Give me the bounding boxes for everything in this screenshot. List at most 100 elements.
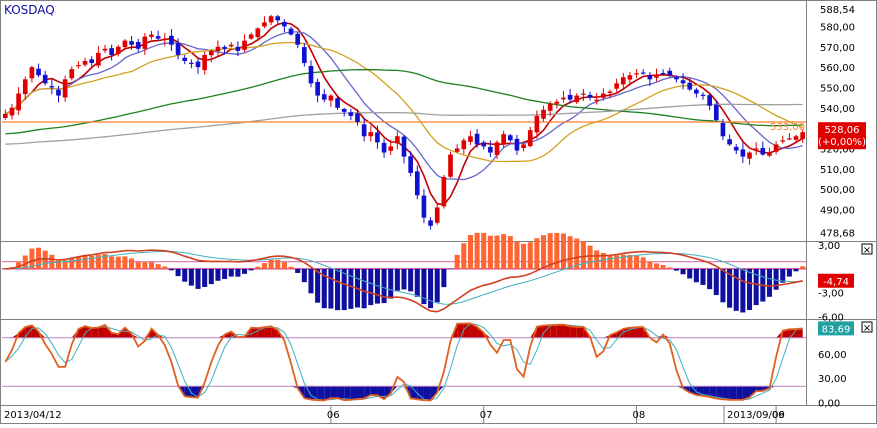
month-label: 06 [327,410,340,421]
candle-body [222,47,227,49]
candle-body [236,47,241,51]
candle-body [422,196,427,218]
candle-body [794,136,799,140]
last-price-change: (+0,00%) [818,137,866,148]
macd-histogram-bar [694,269,699,282]
reference-line-label: 533,00 [770,122,805,133]
candle-body [694,90,699,94]
candle-body [488,147,493,153]
candle-body [448,155,453,177]
macd-histogram-bar [255,267,260,269]
month-label: 08 [633,410,646,421]
candle-body [714,105,719,120]
stoch-tick-label: 30,00 [818,374,847,385]
macd-histogram-bar [514,241,519,269]
candle-body [249,35,254,39]
candle-body [322,94,327,99]
macd-histogram-bar [428,269,433,308]
candle-body [129,41,134,45]
stoch-value-label: 83,69 [822,324,851,335]
candle-body [16,94,21,111]
macd-histogram-bar [641,257,646,269]
candle-body [282,22,287,26]
price-tick-label: 500,00 [820,185,855,196]
macd-histogram-bar [800,266,805,269]
macd-histogram-bar [182,269,187,282]
price-tick-label: 550,00 [820,83,855,94]
stoch-tick-label: 0,00 [818,398,840,409]
macd-histogram-bar [382,269,387,303]
macd-histogram-bar [667,267,672,269]
macd-histogram-bar [627,255,632,269]
stoch-tick-label: 60,00 [818,350,847,361]
candle-body [76,65,81,66]
stoch-oversold-fill [723,386,730,400]
macd-histogram-bar [49,255,54,269]
macd-tick-label: 3,00 [818,241,840,252]
candle-body [741,149,746,156]
macd-histogram-bar [215,269,220,281]
macd-histogram-bar [714,269,719,295]
candle-body [508,135,513,140]
candle-body [721,123,726,136]
candle-body [528,130,533,146]
candle-body [747,153,752,159]
stoch-oversold-fill [311,386,318,400]
candle-body [787,138,792,139]
candle-body [116,47,121,54]
candle-body [255,28,260,37]
candle-body [309,66,314,83]
stoch-oversold-fill [351,386,358,400]
candle-body [475,134,480,145]
macd-histogram-bar [229,269,234,277]
macd-histogram-bar [235,269,240,277]
price-tick-label: 588,54 [820,5,855,16]
candle-body [89,59,94,63]
macd-histogram-bar [501,234,506,269]
candle-body [681,80,686,83]
macd-histogram-bar [720,269,725,302]
macd-histogram-bar [475,233,480,269]
candle-body [515,139,520,151]
candle-body [428,220,433,225]
candle-body [614,83,619,88]
macd-histogram-bar [787,269,792,277]
macd-histogram-bar [534,238,539,269]
macd-histogram-bar [528,242,533,269]
macd-histogram-bar [661,265,666,269]
macd-histogram-bar [122,256,127,269]
candle-body [269,16,274,22]
macd-histogram-bar [83,255,88,269]
candle-body [368,132,373,136]
candle-body [375,132,380,142]
macd-histogram-bar [647,261,652,269]
macd-histogram-bar [607,255,612,269]
macd-histogram-bar [700,269,705,285]
candle-body [674,77,679,80]
macd-histogram-bar [687,269,692,279]
macd-histogram-bar [162,266,167,268]
macd-histogram-bar [275,260,280,269]
chart-title: KOSDAQ [4,3,55,17]
candle-body [69,69,74,78]
macd-histogram-bar [747,269,752,310]
candle-body [242,41,247,50]
candle-body [800,132,805,139]
candle-body [481,142,486,146]
macd-histogram-bar [461,243,466,269]
candle-body [196,62,201,68]
macd-histogram-bar [654,263,659,268]
candle-body [229,45,234,47]
macd-histogram-bar [588,246,593,269]
candle-body [63,79,68,97]
candle-body [162,39,167,40]
macd-histogram-bar [734,269,739,311]
macd-histogram-bar [674,269,679,271]
candle-body [83,61,88,65]
candle-body [435,207,440,222]
macd-histogram-bar [395,269,400,291]
macd-histogram-bar [521,244,526,269]
candle-body [50,86,55,87]
macd-histogram-bar [362,269,367,308]
